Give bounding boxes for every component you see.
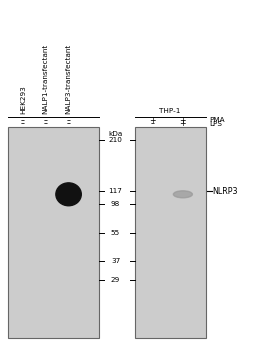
Text: LPS: LPS xyxy=(210,121,223,127)
Text: –: – xyxy=(44,116,48,125)
Text: NLRP3: NLRP3 xyxy=(212,187,238,196)
Text: +: + xyxy=(180,116,186,125)
Ellipse shape xyxy=(56,183,81,206)
Text: 210: 210 xyxy=(109,137,122,144)
Text: 29: 29 xyxy=(111,277,120,283)
Text: 55: 55 xyxy=(111,230,120,237)
Text: –: – xyxy=(21,119,25,128)
Text: HEK293: HEK293 xyxy=(20,86,26,114)
Text: –: – xyxy=(150,119,154,128)
Text: NALP1-transfectant: NALP1-transfectant xyxy=(43,44,49,114)
Text: 98: 98 xyxy=(111,201,120,207)
Text: THP-1: THP-1 xyxy=(160,108,181,114)
Text: kDa: kDa xyxy=(108,131,123,137)
Text: 37: 37 xyxy=(111,258,120,264)
Bar xyxy=(135,127,206,338)
Bar xyxy=(8,127,99,338)
Text: +: + xyxy=(180,119,186,128)
Text: –: – xyxy=(44,119,48,128)
Text: +: + xyxy=(149,116,156,125)
Text: 117: 117 xyxy=(109,188,122,194)
Text: PMA: PMA xyxy=(210,117,225,124)
Text: NALP3-transfectant: NALP3-transfectant xyxy=(66,44,72,114)
Text: –: – xyxy=(67,119,71,128)
Text: –: – xyxy=(67,116,71,125)
Ellipse shape xyxy=(173,191,193,198)
Text: –: – xyxy=(21,116,25,125)
